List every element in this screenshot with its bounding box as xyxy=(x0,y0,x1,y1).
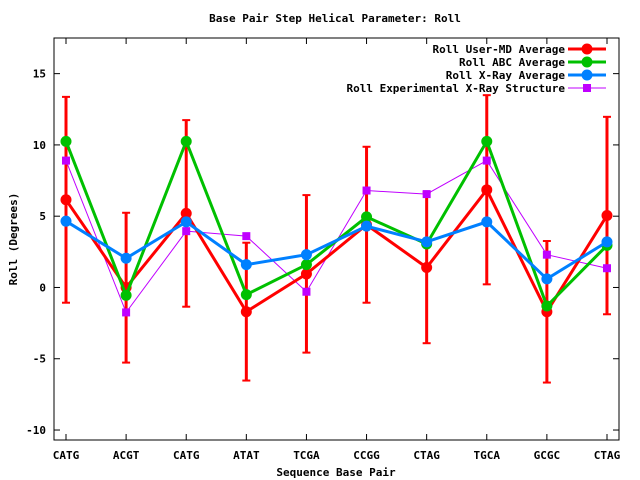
x-axis-ticks: CATG ACGT CATG ATAT TCGA CCGG CTAG TGCA GCGC CTAG xyxy=(53,38,621,462)
data-point xyxy=(180,207,192,219)
y-axis-label: Roll (Degrees) xyxy=(7,193,20,286)
data-point xyxy=(240,259,252,271)
data-point xyxy=(180,216,192,228)
data-point xyxy=(60,194,72,206)
data-point xyxy=(300,268,312,280)
x-tick-label: CCGG xyxy=(353,449,380,462)
data-point xyxy=(422,190,431,199)
data-point xyxy=(602,264,611,273)
data-point xyxy=(180,135,192,147)
chart-title: Base Pair Step Helical Parameter: Roll xyxy=(209,12,461,25)
legend-label: Roll X-Ray Average xyxy=(446,69,566,82)
x-tick-label: CATG xyxy=(173,449,200,462)
x-tick-label: TGCA xyxy=(474,449,501,462)
data-point xyxy=(542,250,551,259)
y-axis-ticks: -10 -5 0 5 10 15 xyxy=(26,68,619,437)
series-layer xyxy=(60,94,613,384)
y-tick-label: -10 xyxy=(26,424,46,437)
data-point xyxy=(302,287,311,296)
data-point xyxy=(240,306,252,318)
plot-border xyxy=(53,37,620,441)
x-axis-label: Sequence Base Pair xyxy=(276,466,396,479)
legend-marker xyxy=(581,43,593,55)
data-point xyxy=(120,289,132,301)
data-point xyxy=(541,273,553,285)
y-tick-label: 10 xyxy=(33,139,46,152)
data-point xyxy=(300,249,312,261)
data-point xyxy=(601,236,613,248)
data-point xyxy=(300,259,312,271)
data-point xyxy=(361,220,373,232)
series-line xyxy=(65,159,608,314)
x-tick-label: ACGT xyxy=(113,449,140,462)
legend-label: Roll ABC Average xyxy=(459,56,565,69)
data-point xyxy=(482,156,491,165)
data-point xyxy=(60,135,72,147)
x-tick-label: CTAG xyxy=(413,449,440,462)
legend-marker xyxy=(581,56,593,68)
y-tick-label: 5 xyxy=(39,210,46,223)
data-point xyxy=(362,186,371,195)
legend-label: Roll Experimental X-Ray Structure xyxy=(346,82,565,95)
data-point xyxy=(182,227,191,236)
x-tick-label: TCGA xyxy=(293,449,320,462)
data-point xyxy=(421,262,433,274)
series-roll-x-ray-average xyxy=(60,215,613,285)
plot-frame xyxy=(53,37,620,441)
series-line xyxy=(65,219,608,281)
x-tick-label: CTAG xyxy=(594,449,621,462)
data-point xyxy=(361,211,373,223)
data-point xyxy=(601,209,613,221)
legend-label: Roll User-MD Average xyxy=(433,43,566,56)
y-tick-label: 15 xyxy=(33,68,46,81)
y-tick-label: 0 xyxy=(39,281,46,294)
y-tick-label: -5 xyxy=(33,353,46,366)
data-point xyxy=(240,289,252,301)
x-tick-label: GCGC xyxy=(534,449,561,462)
data-point xyxy=(60,215,72,227)
series-line xyxy=(64,137,609,309)
data-point xyxy=(421,236,433,248)
legend-marker xyxy=(583,84,591,92)
data-point xyxy=(62,156,70,165)
data-point xyxy=(481,216,493,228)
x-tick-label: CATG xyxy=(53,449,80,462)
data-point xyxy=(120,252,132,264)
data-point xyxy=(541,300,553,312)
data-point xyxy=(481,135,493,147)
series-roll-experimental-x-ray-structure xyxy=(62,156,611,317)
legend-marker xyxy=(581,69,593,81)
data-point xyxy=(242,232,251,241)
x-tick-label: ATAT xyxy=(233,449,260,462)
data-point xyxy=(122,308,131,317)
data-point xyxy=(481,184,493,196)
series-roll-abc-average xyxy=(60,135,613,312)
